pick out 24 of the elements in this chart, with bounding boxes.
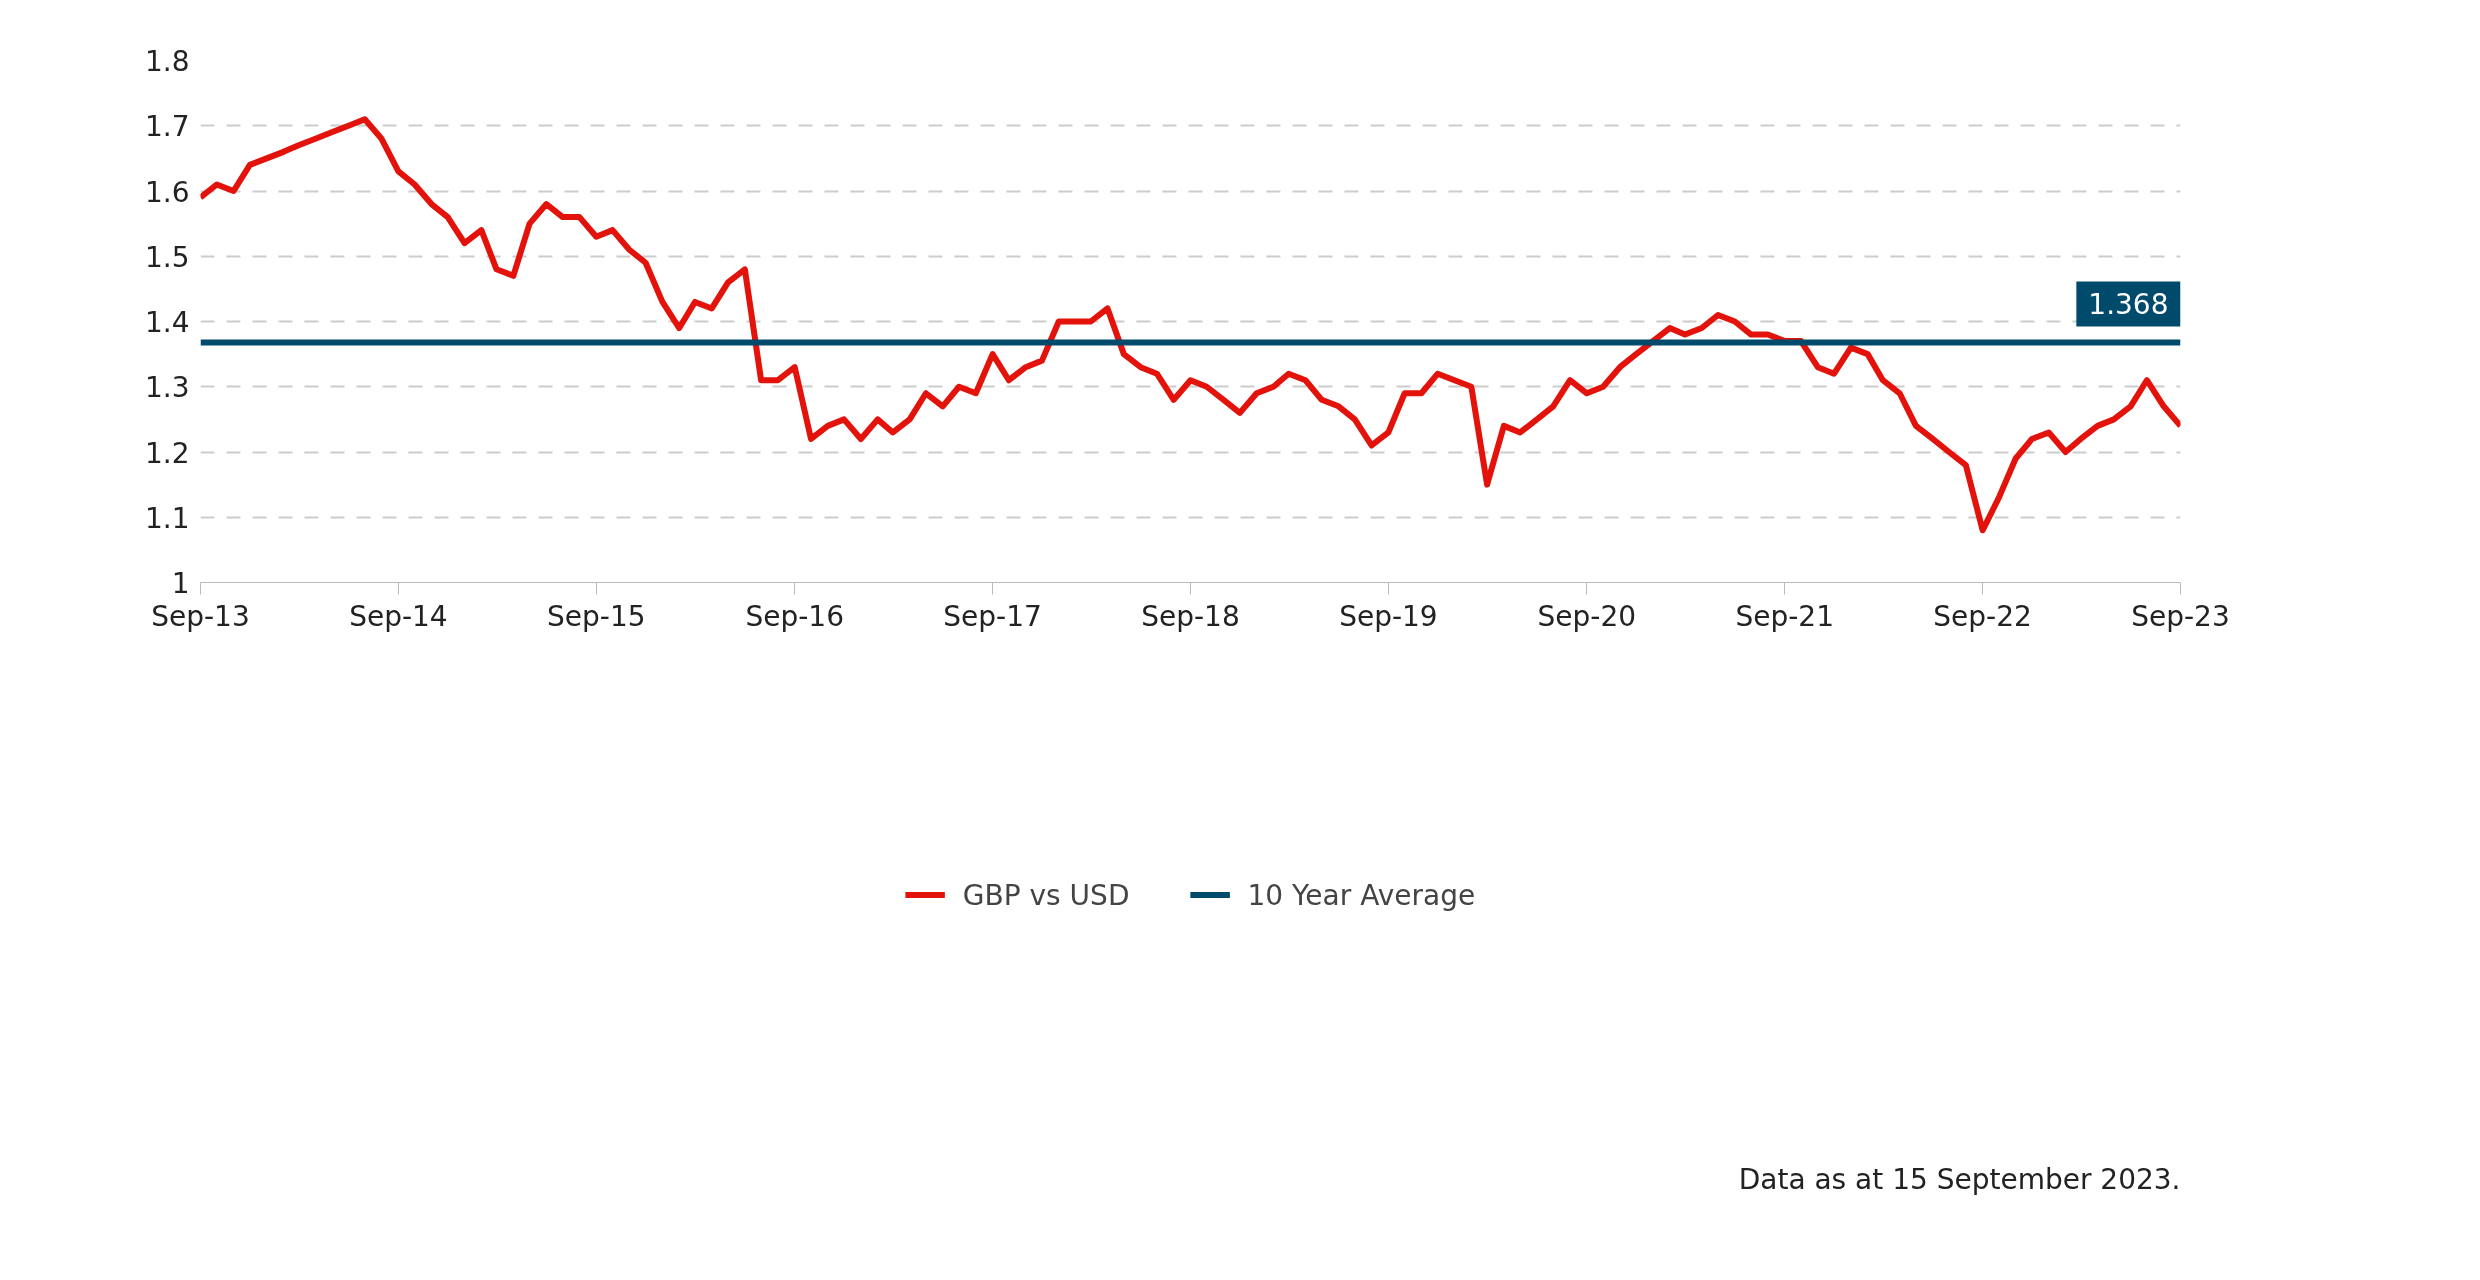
text: Data as at 15 September 2023.: [1738, 1162, 2181, 1196]
y-tick-label: 1.2: [144, 436, 190, 470]
x-tick-label: Sep-13: [151, 599, 250, 633]
x-tick-label: Sep-17: [943, 599, 1042, 633]
y-tick-label: 1: [171, 567, 190, 600]
x-tick-label: Sep-20: [1537, 599, 1637, 633]
x-tick-label: Sep-21: [1735, 599, 1834, 633]
y-tick-label: 1.1: [144, 501, 190, 535]
y-tick-label: 1.7: [144, 110, 190, 144]
x-tick-label: Sep-14: [349, 599, 448, 633]
x-tick-label: Sep-22: [1933, 599, 2032, 633]
x-tick-label: Sep-16: [745, 599, 844, 633]
y-tick-label: 1.4: [144, 306, 190, 339]
y-tick-label: 1.8: [144, 45, 190, 78]
legend-label: 10 Year Average: [1247, 878, 1476, 912]
y-tick-label: 1.5: [144, 240, 190, 274]
x-tick-label: Sep-19: [1339, 599, 1438, 633]
x-tick-label: Sep-23: [2131, 599, 2230, 633]
x-tick-label: Sep-15: [547, 599, 646, 633]
y-tick-label: 1.6: [144, 175, 190, 209]
x-tick-label: Sep-18: [1141, 599, 1240, 633]
y-tick-label: 1.3: [144, 371, 190, 405]
legend-label: GBP vs USD: [962, 878, 1130, 912]
data-label: 1.368: [2088, 288, 2169, 322]
